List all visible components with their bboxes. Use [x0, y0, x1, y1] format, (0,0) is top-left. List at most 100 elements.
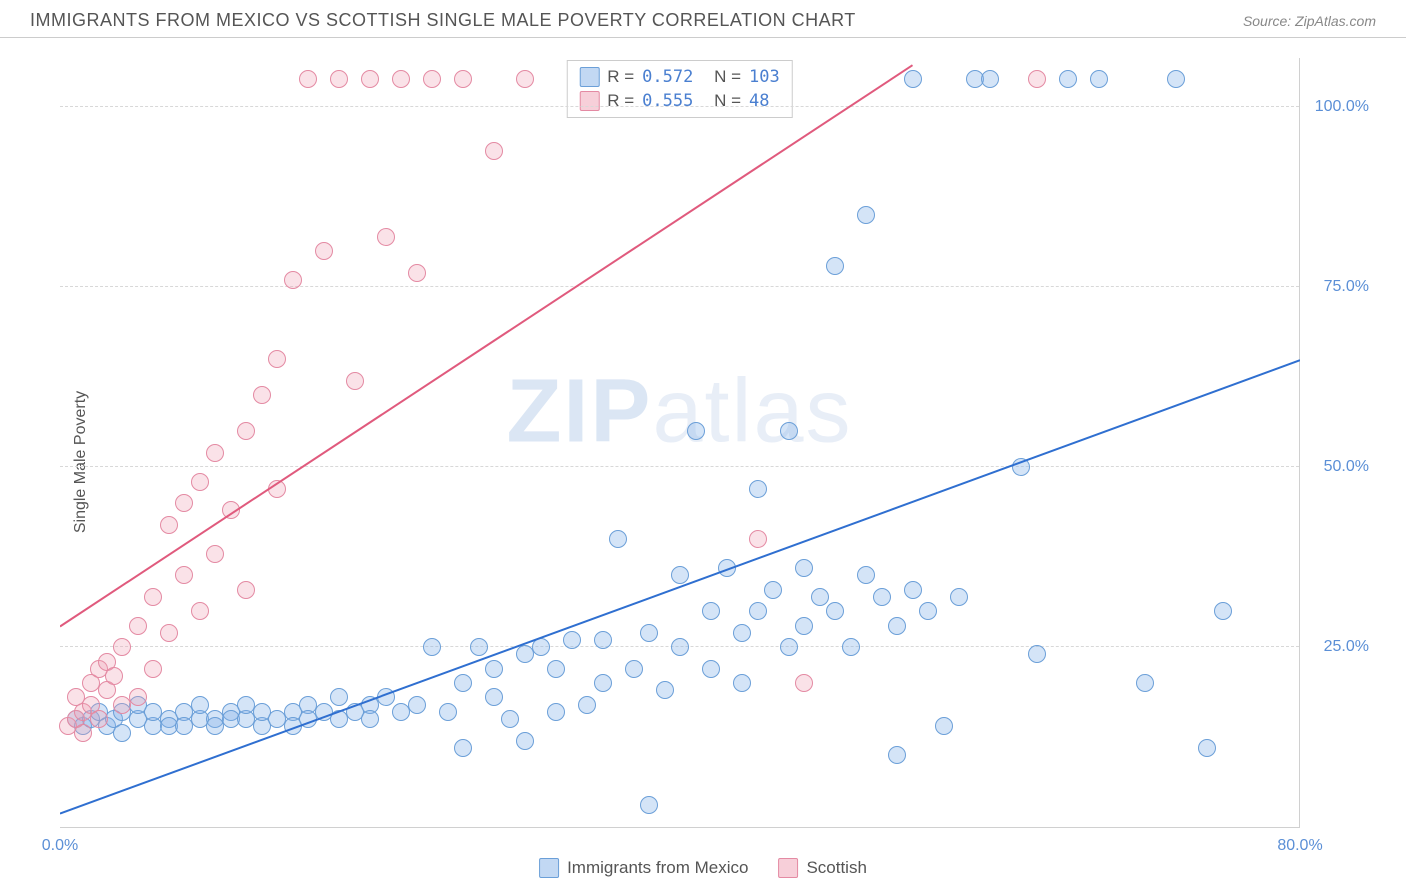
data-point-mexico — [423, 638, 441, 656]
data-point-mexico — [1198, 739, 1216, 757]
data-point-scottish — [268, 480, 286, 498]
data-point-mexico — [888, 617, 906, 635]
data-point-mexico — [640, 624, 658, 642]
data-point-mexico — [470, 638, 488, 656]
data-point-scottish — [175, 494, 193, 512]
data-point-mexico — [733, 674, 751, 692]
data-point-mexico — [1136, 674, 1154, 692]
gridline — [60, 286, 1299, 287]
data-point-mexico — [826, 257, 844, 275]
data-point-mexico — [532, 638, 550, 656]
data-point-scottish — [795, 674, 813, 692]
data-point-scottish — [90, 710, 108, 728]
data-point-scottish — [346, 372, 364, 390]
data-point-scottish — [299, 70, 317, 88]
plot-region: ZIPatlas R = 0.572 N = 103 R = 0.555 N =… — [60, 58, 1300, 828]
data-point-mexico — [671, 638, 689, 656]
data-point-mexico — [1059, 70, 1077, 88]
gridline — [60, 106, 1299, 107]
n-value-scottish: 48 — [749, 89, 769, 113]
data-point-scottish — [392, 70, 410, 88]
data-point-scottish — [330, 70, 348, 88]
data-point-mexico — [764, 581, 782, 599]
data-point-mexico — [857, 566, 875, 584]
data-point-mexico — [191, 696, 209, 714]
chart-area: Single Male Poverty ZIPatlas R = 0.572 N… — [0, 38, 1406, 886]
data-point-scottish — [237, 422, 255, 440]
data-point-mexico — [547, 703, 565, 721]
data-point-mexico — [578, 696, 596, 714]
x-tick-label: 80.0% — [1277, 837, 1322, 855]
data-point-mexico — [780, 638, 798, 656]
data-point-mexico — [594, 674, 612, 692]
data-point-scottish — [74, 724, 92, 742]
swatch-mexico — [579, 67, 599, 87]
data-point-mexico — [873, 588, 891, 606]
chart-title: IMMIGRANTS FROM MEXICO VS SCOTTISH SINGL… — [30, 10, 856, 31]
data-point-mexico — [609, 530, 627, 548]
data-point-mexico — [718, 559, 736, 577]
data-point-mexico — [857, 206, 875, 224]
data-point-scottish — [315, 242, 333, 260]
data-point-scottish — [377, 228, 395, 246]
legend-row-scottish: R = 0.555 N = 48 — [579, 89, 780, 113]
data-point-mexico — [950, 588, 968, 606]
data-point-mexico — [702, 602, 720, 620]
data-point-mexico — [563, 631, 581, 649]
y-tick-label: 100.0% — [1315, 98, 1369, 116]
data-point-mexico — [795, 559, 813, 577]
data-point-scottish — [237, 581, 255, 599]
swatch-scottish — [579, 91, 599, 111]
data-point-scottish — [144, 660, 162, 678]
data-point-mexico — [780, 422, 798, 440]
data-point-scottish — [253, 386, 271, 404]
data-point-mexico — [501, 710, 519, 728]
data-point-mexico — [516, 732, 534, 750]
data-point-mexico — [1028, 645, 1046, 663]
chart-source: Source: ZipAtlas.com — [1243, 13, 1376, 29]
data-point-mexico — [485, 660, 503, 678]
data-point-scottish — [516, 70, 534, 88]
data-point-mexico — [113, 724, 131, 742]
series-legend: Immigrants from Mexico Scottish — [539, 858, 867, 878]
r-value-scottish: 0.555 — [642, 89, 693, 113]
data-point-mexico — [702, 660, 720, 678]
data-point-scottish — [160, 516, 178, 534]
data-point-scottish — [454, 70, 472, 88]
data-point-mexico — [1167, 70, 1185, 88]
swatch-scottish-icon — [778, 858, 798, 878]
data-point-scottish — [423, 70, 441, 88]
data-point-mexico — [454, 674, 472, 692]
data-point-scottish — [191, 473, 209, 491]
data-point-scottish — [129, 688, 147, 706]
n-value-mexico: 103 — [749, 65, 780, 89]
data-point-scottish — [175, 566, 193, 584]
watermark: ZIPatlas — [506, 360, 852, 463]
data-point-scottish — [749, 530, 767, 548]
y-tick-label: 25.0% — [1324, 638, 1369, 656]
data-point-scottish — [408, 264, 426, 282]
data-point-mexico — [640, 796, 658, 814]
data-point-scottish — [206, 545, 224, 563]
correlation-legend: R = 0.572 N = 103 R = 0.555 N = 48 — [566, 60, 793, 118]
data-point-scottish — [268, 350, 286, 368]
data-point-mexico — [594, 631, 612, 649]
data-point-mexico — [408, 696, 426, 714]
data-point-mexico — [981, 70, 999, 88]
data-point-mexico — [485, 688, 503, 706]
data-point-mexico — [733, 624, 751, 642]
data-point-mexico — [749, 602, 767, 620]
data-point-mexico — [671, 566, 689, 584]
data-point-scottish — [485, 142, 503, 160]
data-point-mexico — [904, 70, 922, 88]
data-point-mexico — [1012, 458, 1030, 476]
data-point-mexico — [687, 422, 705, 440]
data-point-mexico — [795, 617, 813, 635]
data-point-scottish — [206, 444, 224, 462]
data-point-mexico — [330, 688, 348, 706]
data-point-scottish — [191, 602, 209, 620]
data-point-scottish — [284, 271, 302, 289]
data-point-mexico — [1214, 602, 1232, 620]
data-point-scottish — [160, 624, 178, 642]
data-point-mexico — [919, 602, 937, 620]
